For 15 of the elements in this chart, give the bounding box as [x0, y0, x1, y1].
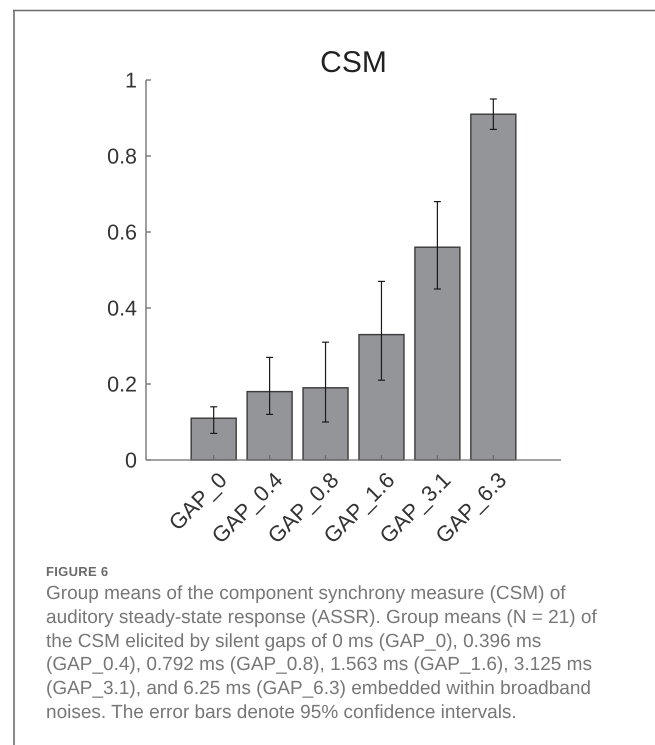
y-tick-label: 1 [125, 68, 137, 93]
bar [246, 390, 293, 461]
y-tick-label: 0 [125, 448, 138, 473]
y-tick-label: 0.4 [107, 296, 138, 321]
bar [358, 334, 405, 461]
y-tick-label: 0.8 [107, 144, 138, 169]
bar [302, 387, 349, 461]
bar [190, 418, 237, 461]
bar [470, 114, 517, 461]
caption: FIGURE 6 [46, 564, 110, 579]
y-tick-label: 0.6 [107, 220, 138, 245]
bar [414, 246, 461, 461]
chart-title: CSM [320, 46, 387, 79]
text: Group means of the component synchrony measure (CSM) of auditory steady-state response (ASSR). Group means (N = 21) of the CSM elicited by silent gaps of 0 ms (GAP_0), 0.396 ms (GAP_0.4), 0.792 ms (GAP_0.8), 1.563 ms (GAP_1.6), 3.125 ms (GAP_3.1), and 6.25 ms (GAP_6.3) embedded within broadband noises. The error bars denote 95% confidence intervals. [46, 582, 598, 725]
y-tick-label: 0.2 [107, 372, 137, 397]
